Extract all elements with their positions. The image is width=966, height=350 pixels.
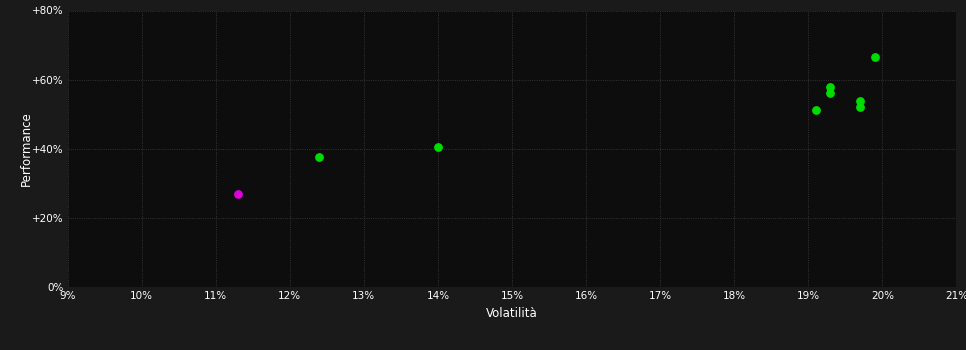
Point [823, 90, 838, 96]
Point [852, 98, 867, 104]
Point [808, 107, 823, 112]
Point [867, 54, 883, 60]
Point [312, 155, 327, 160]
Point [852, 104, 867, 110]
Y-axis label: Performance: Performance [19, 111, 33, 186]
Point [823, 84, 838, 89]
Point [230, 191, 245, 197]
Point [430, 144, 445, 150]
X-axis label: Volatilità: Volatilità [486, 307, 538, 320]
